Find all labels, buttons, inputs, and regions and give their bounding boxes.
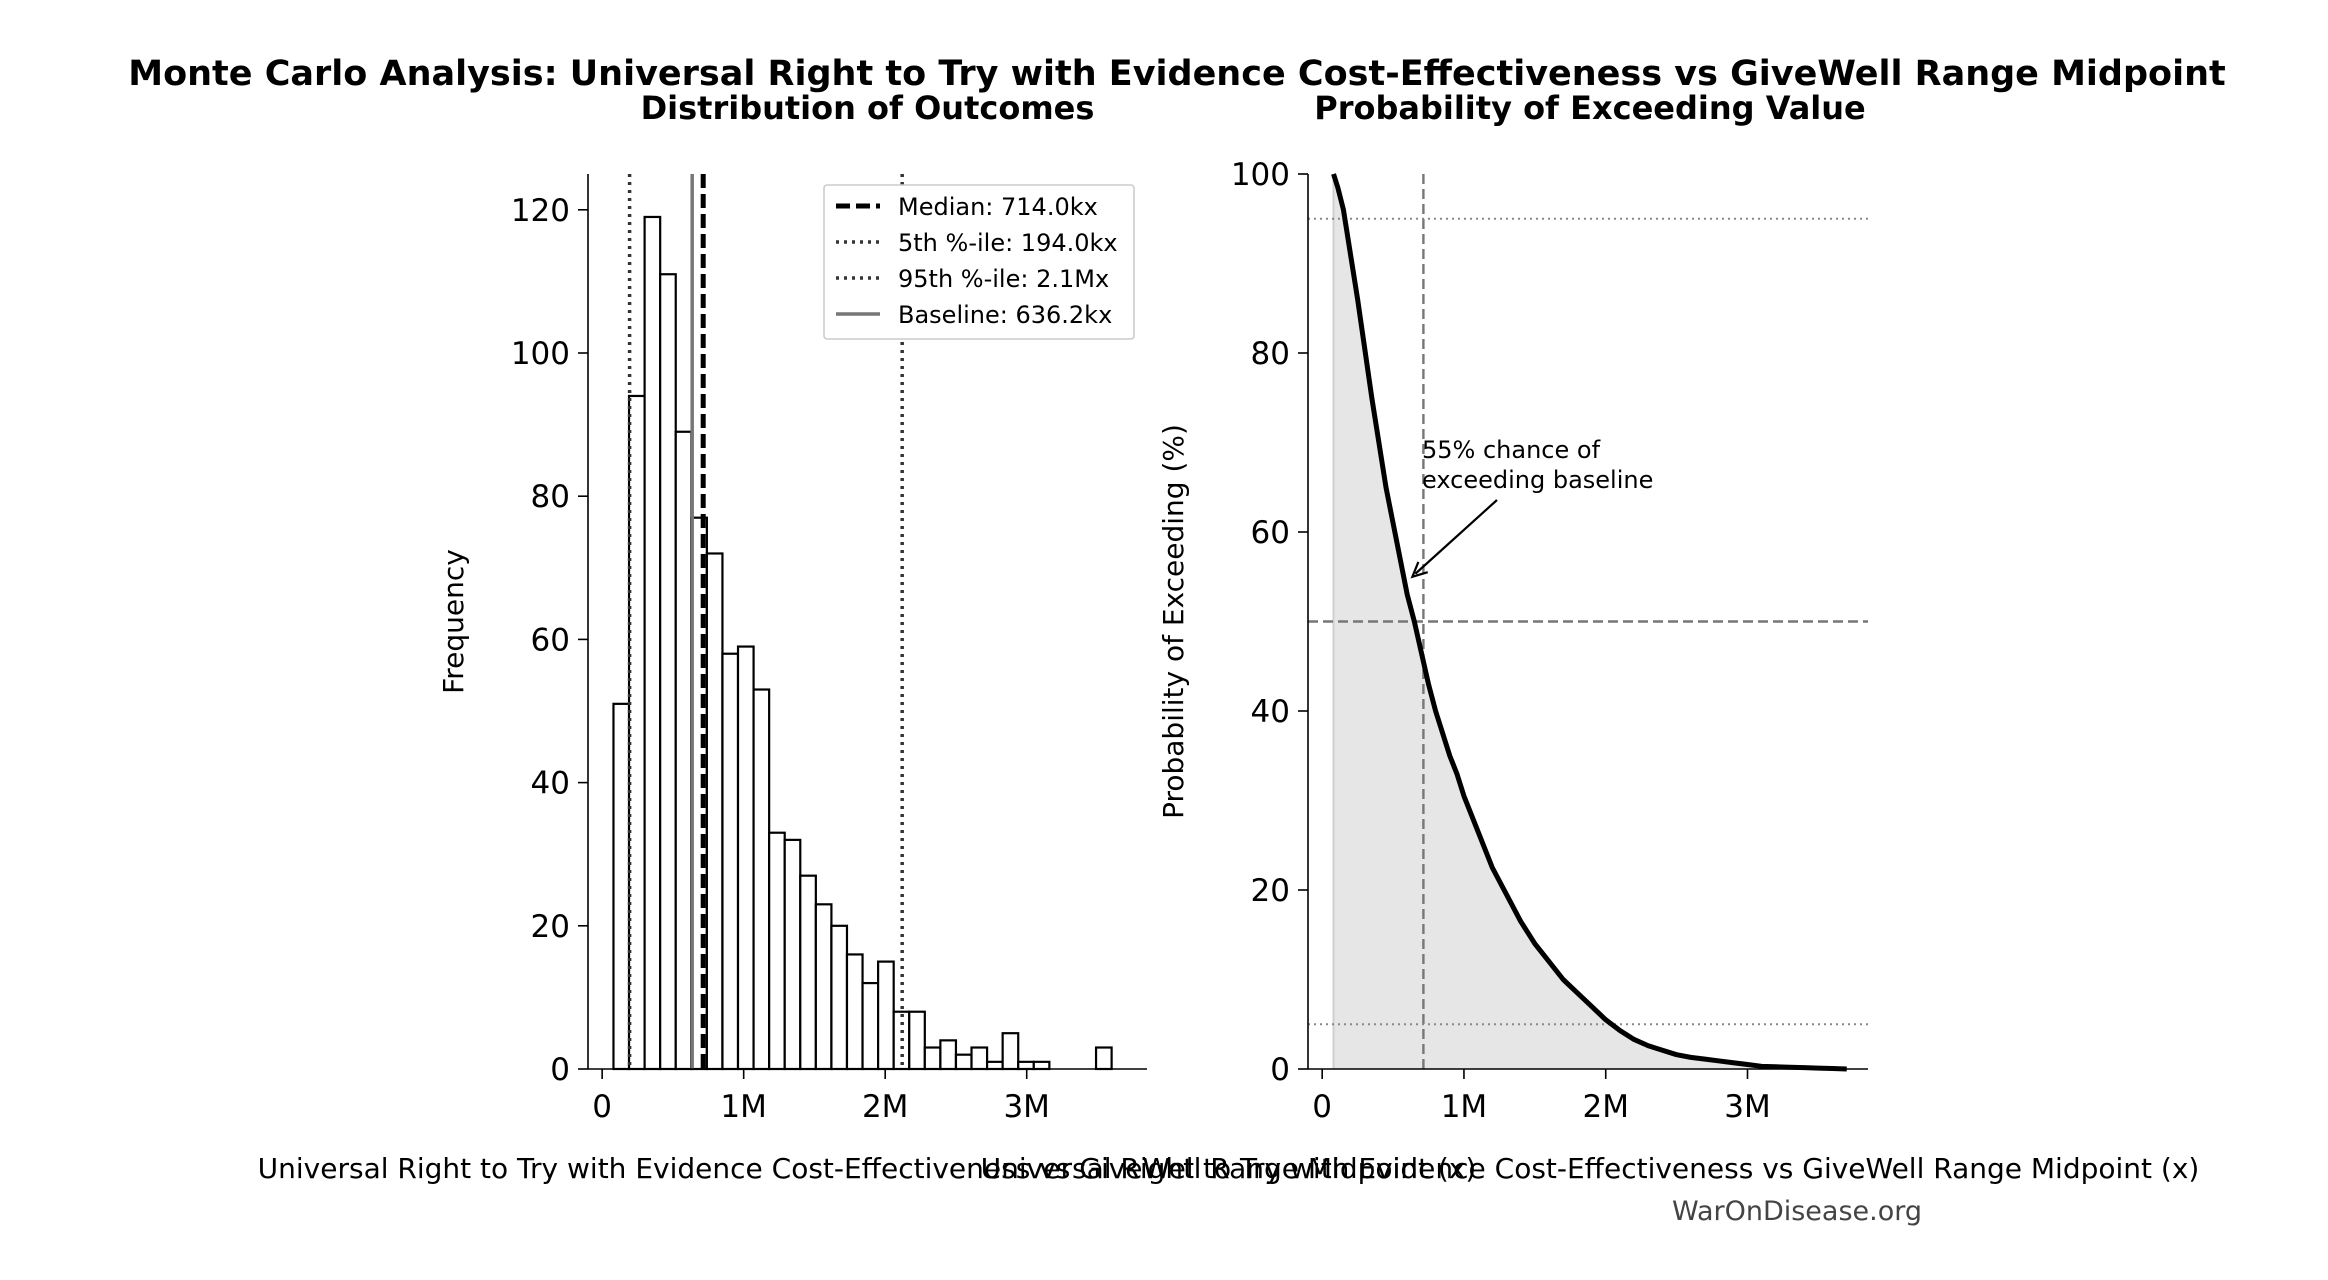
x-tick-label: 2M <box>1582 1089 1628 1125</box>
histogram-bar <box>985 1060 1004 1071</box>
histogram-title: Distribution of Outcomes <box>641 89 1095 127</box>
histogram-bar <box>736 645 755 1071</box>
legend-entry: Median: 714.0kx <box>898 193 1098 221</box>
histogram-bar <box>643 215 662 1071</box>
x-tick-label: 0 <box>592 1089 612 1125</box>
y-tick-label: 60 <box>1251 515 1290 551</box>
y-axis-label: Frequency <box>437 549 470 694</box>
histogram-bar <box>1094 1046 1113 1071</box>
histogram-bar <box>954 1053 973 1071</box>
histogram-bar <box>612 702 631 1071</box>
histogram-bar <box>674 430 693 1071</box>
annotation-arrow-shaft <box>1414 499 1498 575</box>
annotation-text: exceeding baseline <box>1422 466 1653 494</box>
legend-frame <box>823 184 1135 340</box>
histogram-legend: Median: 714.0kx 5th %-ile: 194.0kx 95th %-… <box>823 184 1135 340</box>
y-tick-label: 80 <box>1251 336 1290 372</box>
y-tick-label: 120 <box>511 193 570 229</box>
histogram-bar <box>923 1046 942 1071</box>
exceedance-curve <box>1331 173 1847 1072</box>
x-axis-label: Universal Right to Try with Evidence Cos… <box>258 1152 1477 1185</box>
annotation-text: 55% chance of <box>1422 436 1601 464</box>
histogram-bar <box>752 688 771 1071</box>
x-tick-label: 1M <box>1441 1089 1487 1125</box>
legend-entry: 95th %-ile: 2.1Mx <box>898 265 1109 293</box>
histogram-bar <box>1017 1060 1035 1071</box>
histogram-bar <box>861 981 880 1071</box>
y-tick-label: 0 <box>550 1052 570 1088</box>
x-axis-label: Universal Right to Try with Evidence Cos… <box>981 1152 2200 1185</box>
y-tick-label: 40 <box>1251 694 1290 730</box>
histogram-bar <box>939 1039 958 1071</box>
exceedance-title: Probability of Exceeding Value <box>1314 89 1866 127</box>
histogram-bar <box>814 903 833 1071</box>
histogram-bar <box>970 1046 989 1071</box>
histogram-bar <box>768 831 786 1071</box>
legend-entry: 5th %-ile: 194.0kx <box>898 229 1118 257</box>
legend-entry: Baseline: 636.2kx <box>898 301 1112 329</box>
y-tick-label: 100 <box>1231 157 1290 193</box>
histogram-bar <box>721 652 740 1071</box>
histogram-bar <box>845 953 864 1071</box>
histogram-bar <box>1001 1032 1020 1071</box>
watermark: WarOnDisease.org <box>1672 1196 1922 1227</box>
histogram-bar <box>627 394 646 1071</box>
x-tick-label: 3M <box>1003 1089 1049 1125</box>
y-tick-label: 20 <box>1251 873 1290 909</box>
y-axis-label: Probability of Exceeding (%) <box>1157 424 1190 819</box>
histogram-bar <box>783 838 802 1071</box>
y-tick-label: 40 <box>531 766 570 802</box>
histogram-bar <box>659 273 677 1071</box>
x-tick-label: 0 <box>1312 1089 1332 1125</box>
histogram-bar <box>799 874 817 1071</box>
figure-suptitle: Monte Carlo Analysis: Universal Right to… <box>128 54 2225 94</box>
exceedance-fill <box>1333 174 1847 1069</box>
histogram-bar <box>1032 1060 1051 1071</box>
x-tick-label: 2M <box>862 1089 908 1125</box>
histogram-bar <box>830 924 849 1071</box>
histogram-bar <box>877 960 895 1071</box>
annotation-arrow-head <box>1410 561 1429 579</box>
x-tick-label: 1M <box>720 1089 766 1125</box>
y-tick-label: 80 <box>531 479 570 515</box>
histogram-bar <box>908 1010 926 1071</box>
y-tick-label: 20 <box>531 909 570 945</box>
x-tick-label: 3M <box>1724 1089 1770 1125</box>
y-tick-label: 0 <box>1270 1052 1290 1088</box>
histogram-bar <box>705 552 724 1071</box>
y-tick-label: 60 <box>531 622 570 658</box>
histogram-panel: Distribution of Outcomes 0 20 40 60 80 100 120 0… <box>258 89 1477 1185</box>
exceedance-panel: Probability of Exceeding Value 0 20 40 60 80 1… <box>981 89 2200 1185</box>
y-tick-label: 100 <box>511 336 570 372</box>
